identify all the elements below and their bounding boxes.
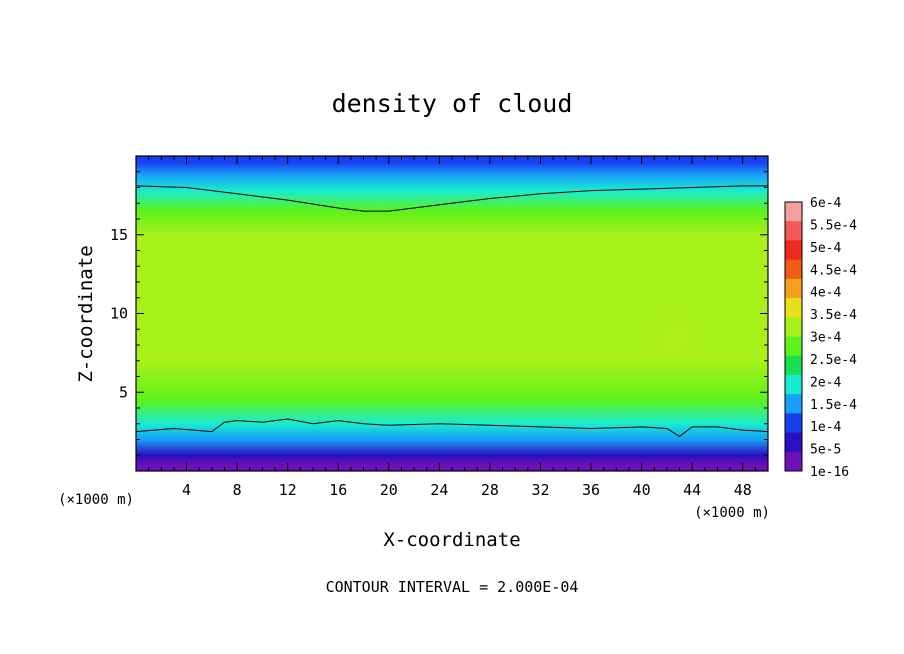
colorbar-label: 5.5e-4 [810,218,857,233]
colorbar-swatch [785,240,802,261]
contour-interval-note: CONTOUR INTERVAL = 2.000E-04 [326,578,579,596]
x-tick-label: 28 [481,481,499,499]
colorbar-label: 2e-4 [810,375,841,390]
x-tick-label: 24 [430,481,448,499]
colorbar-swatch [785,202,802,222]
colorbar-swatch [785,374,802,395]
colorbar: 6e-4 5.5e-4 5e-4 4.5e-4 4e-4 3.5e-4 3e-4 2.5e-4… [784,196,857,480]
colorbar-label: 5e-4 [810,241,841,256]
colorbar-label: 2.5e-4 [810,353,857,368]
colorbar-swatch [785,317,802,337]
colorbar-swatch [785,336,802,357]
x-tick-label: 32 [531,481,549,499]
colorbar-swatch [785,355,802,376]
x-unit-right: (×1000 m) [694,505,770,521]
colorbar-swatch [785,298,802,318]
colorbar-swatch [785,394,802,414]
colorbar-label: 6e-4 [810,196,841,211]
x-tick-label: 36 [582,481,600,499]
contour-lines [136,185,768,438]
x-tick-label: 8 [233,481,242,499]
colorbar-label: 5e-5 [810,443,841,458]
y-tick-label: 15 [110,226,128,244]
colorbar-swatch [785,413,802,434]
x-tick-label: 48 [734,481,752,499]
x-tick-label: 40 [633,481,651,499]
contour-upper [136,185,768,212]
colorbar-label: 4e-4 [810,286,841,301]
colorbar-label: 3e-4 [810,331,841,346]
y-tick-label: 10 [110,305,128,323]
x-tick-label: 16 [329,481,347,499]
x-tick-label: 44 [683,481,701,499]
x-axis-label: X-coordinate [383,529,520,551]
colorbar-swatch [785,259,802,280]
colorbar-label: 4.5e-4 [810,263,857,278]
colorbar-swatch [785,432,802,453]
colorbar-label: 3.5e-4 [810,308,857,323]
y-axis-label: Z-coordinate [75,245,97,382]
contour-lower [136,418,768,438]
x-tick-label: 12 [279,481,297,499]
colorbar-label: 1.5e-4 [810,398,857,413]
density-maximum [643,305,704,370]
colorbar-swatch [785,221,802,241]
chart-title: density of cloud [332,89,573,118]
x-tick-label: 20 [380,481,398,499]
x-unit-left: (×1000 m) [58,492,134,508]
colorbar-frame [784,201,803,472]
colorbar-label: 1e-16 [810,465,849,480]
colorbar-swatch [785,278,802,299]
colorbar-swatch [785,451,802,472]
x-tick-label: 4 [182,481,191,499]
y-axis: 5 10 15 [110,171,768,456]
colorbar-label: 1e-4 [810,420,841,435]
y-tick-label: 5 [119,383,128,401]
x-axis: 4 8 12 16 20 24 28 32 36 40 44 48 [148,156,756,499]
